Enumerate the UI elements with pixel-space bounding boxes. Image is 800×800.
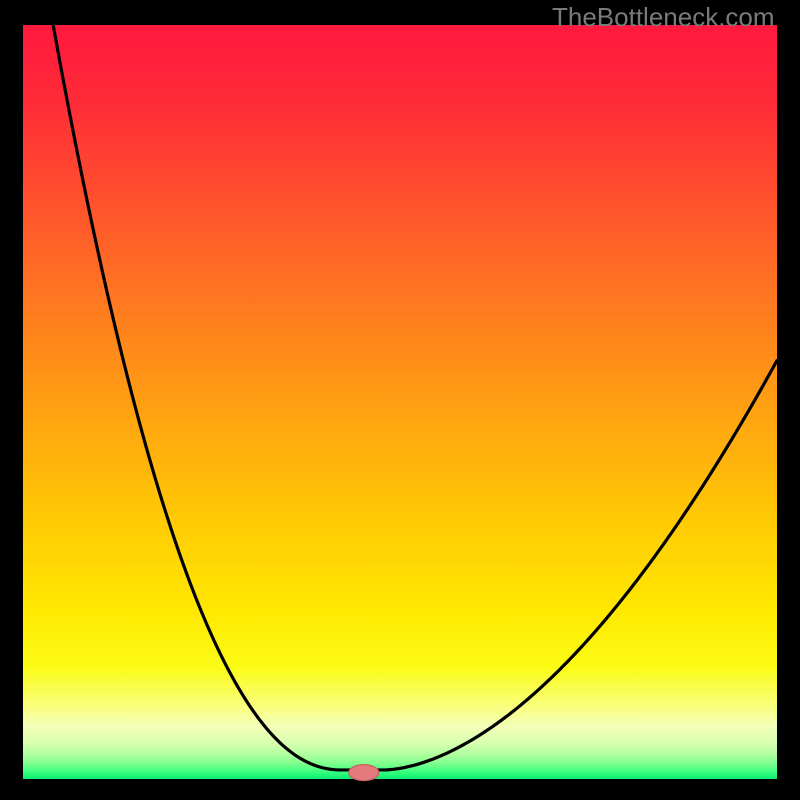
chart-canvas: TheBottleneck.com (0, 0, 800, 800)
bottleneck-chart-svg (0, 0, 800, 800)
gradient-background (23, 25, 777, 779)
watermark-text: TheBottleneck.com (552, 2, 775, 33)
optimal-point-marker (349, 765, 379, 781)
